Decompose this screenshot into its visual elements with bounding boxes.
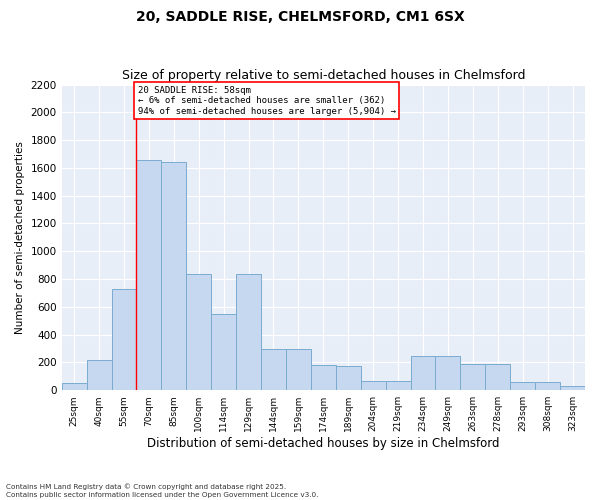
Bar (261, 348, 286, 390)
Text: 20, SADDLE RISE, CHELMSFORD, CM1 6SX: 20, SADDLE RISE, CHELMSFORD, CM1 6SX (136, 10, 464, 24)
Text: 20 SADDLE RISE: 58sqm
← 6% of semi-detached houses are smaller (362)
94% of semi: 20 SADDLE RISE: 58sqm ← 6% of semi-detac… (137, 86, 395, 116)
Bar (361, 381, 386, 390)
Bar (211, 314, 236, 390)
Bar (386, 381, 410, 390)
Title: Size of property relative to semi-detached houses in Chelmsford: Size of property relative to semi-detach… (122, 69, 525, 82)
Text: Contains HM Land Registry data © Crown copyright and database right 2025.
Contai: Contains HM Land Registry data © Crown c… (6, 484, 319, 498)
Bar (112, 289, 136, 390)
Bar (311, 365, 336, 390)
Bar (410, 356, 436, 390)
Bar (436, 356, 460, 390)
Bar (485, 364, 510, 390)
Bar (535, 382, 560, 390)
Bar (136, 160, 161, 390)
Bar (336, 366, 361, 390)
Bar (560, 386, 585, 390)
Y-axis label: Number of semi-detached properties: Number of semi-detached properties (15, 141, 25, 334)
X-axis label: Distribution of semi-detached houses by size in Chelmsford: Distribution of semi-detached houses by … (147, 437, 500, 450)
Bar (286, 348, 311, 390)
Bar (510, 382, 535, 390)
Bar (62, 384, 86, 390)
Bar (86, 360, 112, 390)
Bar (460, 364, 485, 390)
Bar (161, 162, 186, 390)
Bar (186, 274, 211, 390)
Bar (236, 274, 261, 390)
